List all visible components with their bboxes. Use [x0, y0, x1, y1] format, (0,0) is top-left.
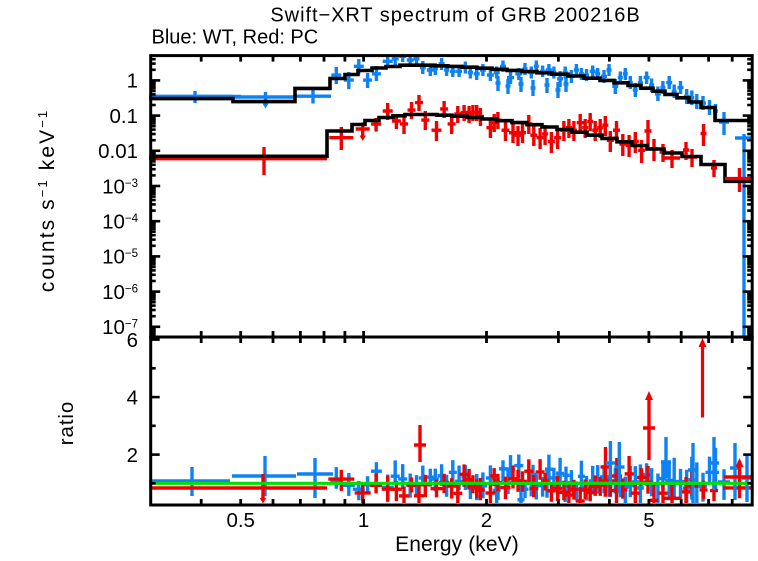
svg-text:6: 6: [127, 329, 138, 352]
svg-text:Blue: WT, Red: PC: Blue: WT, Red: PC: [152, 27, 319, 49]
svg-text:2: 2: [127, 444, 138, 467]
svg-text:2: 2: [481, 509, 492, 532]
svg-text:ratio: ratio: [55, 401, 78, 445]
svg-text:5: 5: [643, 509, 654, 532]
svg-text:Swift−XRT spectrum of GRB 2002: Swift−XRT spectrum of GRB 200216B: [270, 5, 640, 27]
svg-text:1: 1: [358, 509, 369, 532]
svg-text:Energy (keV): Energy (keV): [395, 533, 519, 556]
svg-text:0.01: 0.01: [98, 140, 138, 163]
svg-text:0.1: 0.1: [110, 105, 139, 128]
svg-text:1: 1: [127, 70, 138, 93]
svg-text:4: 4: [127, 386, 138, 409]
svg-text:counts s−1 keV−1: counts s−1 keV−1: [35, 109, 59, 293]
svg-text:0.5: 0.5: [226, 509, 255, 532]
